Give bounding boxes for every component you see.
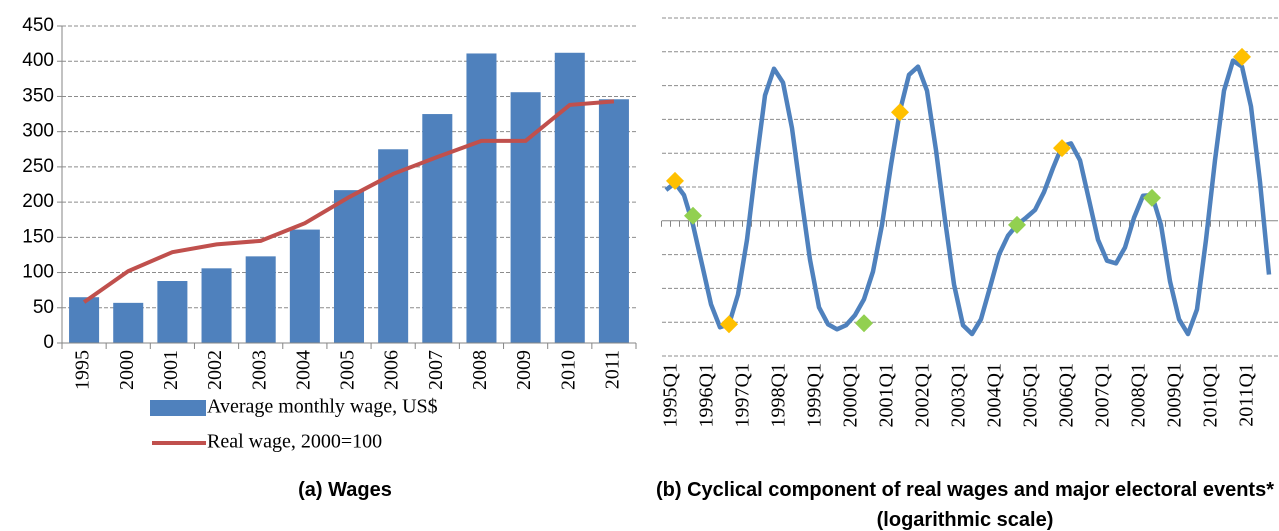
x-tick-label: 2004Q1 — [984, 363, 1006, 427]
x-tick-label: 2000 — [116, 350, 138, 390]
x-tick-label: 2007 — [425, 350, 447, 390]
line — [664, 58, 1272, 337]
event-marker — [1053, 139, 1071, 158]
y-tick-label: 200 — [22, 191, 54, 212]
event-marker — [1233, 47, 1251, 66]
x-tick-label: 2008 — [469, 350, 491, 390]
x-tick-label: 1995 — [72, 350, 94, 390]
x-tick-label: 2003 — [248, 350, 270, 390]
chart-b-title: (b) Cyclical component of real wages and… — [656, 479, 1274, 531]
y-tick-label: 100 — [22, 262, 54, 283]
x-tick-label: 2001 — [160, 350, 182, 390]
x-tick-label: 2010 — [557, 350, 579, 390]
x-tick-label: 1997Q1 — [732, 363, 754, 427]
legend-swatch — [150, 400, 206, 416]
x-tick-label: 2006 — [381, 350, 403, 390]
y-tick-label: 50 — [33, 297, 54, 318]
y-tick-label: 0 — [43, 332, 54, 353]
x-tick-label: 1995Q1 — [660, 363, 682, 427]
x-tick-label: 2011 — [602, 350, 624, 389]
legend-label: Real wage, 2000=100 — [207, 431, 382, 453]
x-tick-label: 1998Q1 — [768, 363, 790, 427]
event-marker — [891, 103, 909, 122]
x-tick-label: 1996Q1 — [696, 363, 718, 427]
x-tick-label: 2007Q1 — [1092, 363, 1114, 427]
x-tick-label: 2011Q1 — [1236, 363, 1258, 427]
y-tick-label: 300 — [22, 121, 54, 142]
x-tick-label: 2001Q1 — [876, 363, 898, 427]
bar — [69, 297, 100, 343]
event-marker — [666, 171, 684, 190]
bar — [289, 229, 320, 343]
bar — [466, 53, 497, 344]
chart-a-title: (a) Wages — [298, 479, 392, 501]
x-tick-label: 2003Q1 — [948, 363, 970, 427]
bar — [598, 99, 629, 343]
event-marker — [855, 314, 873, 333]
x-tick-label: 2009 — [513, 350, 535, 390]
bar — [245, 256, 276, 343]
x-tick-label: 2000Q1 — [840, 363, 862, 427]
bar — [422, 114, 453, 343]
legend-label: Average monthly wage, US$ — [207, 396, 438, 418]
x-tick-label: 2004 — [292, 350, 314, 390]
x-tick-label: 1999Q1 — [804, 363, 826, 427]
bar — [554, 52, 585, 343]
x-tick-label: 2002 — [204, 350, 226, 390]
x-tick-label: 2006Q1 — [1056, 363, 1078, 427]
y-tick-label: 250 — [22, 156, 54, 177]
x-tick-label: 2005Q1 — [1020, 363, 1042, 427]
x-tick-label: 2010Q1 — [1200, 363, 1222, 427]
event-marker — [1143, 188, 1161, 207]
x-tick-label: 2009Q1 — [1164, 363, 1186, 427]
line — [82, 99, 615, 304]
bar — [333, 190, 365, 343]
event-marker — [720, 315, 738, 334]
x-tick-label: 2005 — [337, 350, 359, 390]
bar — [378, 149, 409, 343]
bar — [201, 268, 232, 343]
y-tick-label: 350 — [22, 85, 54, 106]
bar — [157, 281, 188, 343]
event-marker — [684, 206, 702, 225]
bar — [113, 302, 144, 343]
event-marker — [1008, 215, 1026, 234]
x-tick-label: 2008Q1 — [1128, 363, 1150, 427]
y-tick-label: 150 — [22, 226, 54, 247]
y-tick-label: 400 — [22, 50, 54, 71]
y-tick-label: 450 — [22, 15, 54, 36]
x-tick-label: 2002Q1 — [912, 363, 934, 427]
